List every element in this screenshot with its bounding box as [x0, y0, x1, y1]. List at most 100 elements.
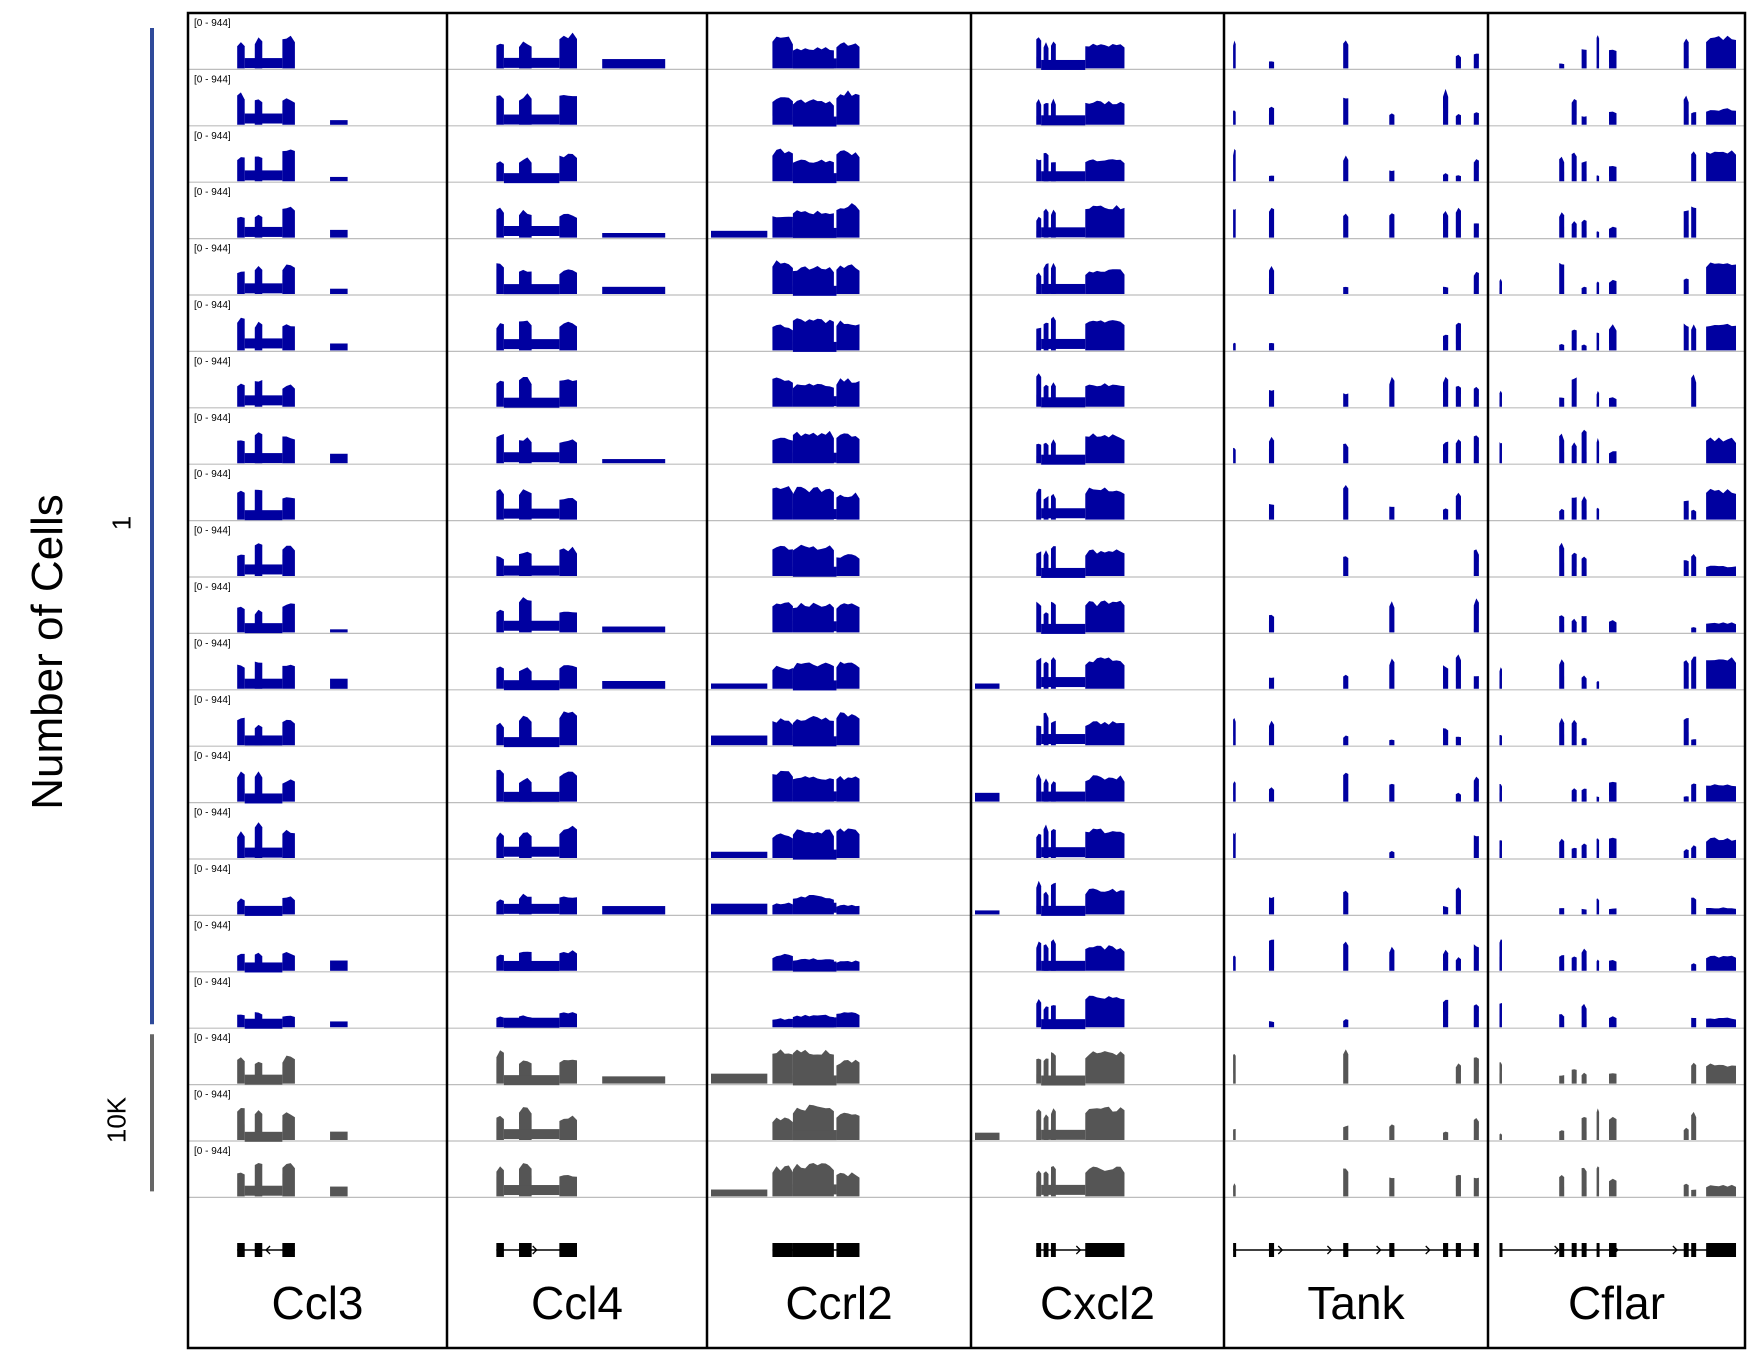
- coverage-peak: [282, 497, 295, 520]
- coverage-peak: [1443, 334, 1449, 351]
- coverage-peak: [282, 545, 295, 576]
- coverage-bridge: [792, 116, 837, 127]
- coverage-peak: [772, 770, 793, 802]
- coverage-peak: [1499, 667, 1502, 689]
- coverage-bridge: [503, 226, 560, 237]
- coverage-peak: [1036, 880, 1042, 915]
- coverage-peak: [282, 1015, 295, 1028]
- gene-label-ccl4: Ccl4: [530, 1277, 624, 1329]
- coverage-peak: [559, 498, 577, 520]
- coverage-peak: [559, 711, 577, 746]
- gene-model-exon: [496, 1243, 504, 1257]
- coverage-peak: [836, 603, 860, 633]
- coverage-peak: [1455, 439, 1461, 464]
- coverage-peak: [1036, 159, 1042, 182]
- coverage-peak: [282, 1112, 295, 1140]
- coverage-peak: [1571, 99, 1577, 125]
- coverage-peak: [1706, 262, 1737, 294]
- coverage-peak: [237, 490, 245, 520]
- coverage-peak: [282, 952, 295, 971]
- coverage-peak: [1443, 906, 1449, 915]
- coverage-peak: [1571, 1069, 1577, 1084]
- coverage-peak: [559, 1175, 577, 1197]
- coverage-bridge: [244, 1074, 283, 1085]
- coverage-peak: [1455, 175, 1461, 182]
- coverage-extension: [330, 678, 348, 689]
- coverage-peak: [1683, 500, 1689, 520]
- track-range-label: [0 - 944]: [194, 413, 231, 424]
- coverage-extension: [975, 910, 1000, 915]
- coverage-peak: [772, 1049, 793, 1084]
- coverage-peak: [1389, 170, 1395, 182]
- coverage-peak: [1706, 955, 1737, 971]
- coverage-peak: [1691, 206, 1697, 238]
- coverage-bridge: [244, 564, 283, 575]
- coverage-peak: [1343, 772, 1349, 802]
- coverage-peak: [1443, 999, 1449, 1028]
- coverage-bridge: [1041, 171, 1086, 182]
- coverage-bridge: [244, 793, 283, 804]
- coverage-peak: [1609, 226, 1617, 238]
- coverage-peak: [1706, 437, 1737, 464]
- track-range-label: [0 - 944]: [194, 864, 231, 875]
- coverage-peak: [1691, 963, 1697, 971]
- coverage-peak: [1036, 657, 1042, 689]
- coverage-peak: [1683, 1127, 1689, 1140]
- coverage-peak: [1683, 278, 1689, 294]
- coverage-peak: [1581, 1167, 1587, 1197]
- coverage-peak: [282, 719, 295, 746]
- coverage-bridge: [244, 1018, 283, 1029]
- coverage-bridge: [1041, 1019, 1086, 1030]
- coverage-extension: [711, 735, 768, 746]
- coverage-peak: [559, 611, 577, 633]
- coverage-peak: [1559, 212, 1565, 238]
- coverage-bridge: [503, 565, 560, 576]
- coverage-bridge: [503, 173, 560, 184]
- coverage-peak: [1036, 443, 1042, 464]
- coverage-peak: [1233, 148, 1236, 182]
- coverage-peak: [1499, 939, 1502, 971]
- coverage-peak: [1085, 320, 1125, 351]
- coverage-bridge: [1041, 59, 1086, 70]
- coverage-peak: [1559, 908, 1565, 915]
- coverage-peak: [1085, 100, 1125, 125]
- coverage-peak: [1596, 281, 1600, 294]
- gene-model-exon: [254, 1243, 263, 1257]
- coverage-bridge: [503, 452, 560, 463]
- coverage-peak: [1343, 97, 1349, 125]
- coverage-peak: [1085, 600, 1125, 633]
- coverage-peak: [1343, 213, 1349, 238]
- coverage-peak: [1581, 1003, 1587, 1028]
- coverage-peak: [1343, 1049, 1349, 1084]
- coverage-peak: [1706, 35, 1737, 69]
- coverage-peak: [1268, 343, 1275, 351]
- coverage-peak: [237, 1108, 245, 1140]
- coverage-peak: [1499, 735, 1502, 746]
- gene-label-cflar: Cflar: [1567, 1277, 1666, 1329]
- coverage-peak: [282, 1055, 295, 1084]
- coverage-peak: [1571, 618, 1577, 633]
- coverage-peak: [1389, 213, 1395, 238]
- coverage-peak: [559, 546, 577, 576]
- gene-model-exon: [1343, 1243, 1349, 1257]
- coverage-bridge: [244, 962, 283, 973]
- coverage-peak: [836, 378, 860, 407]
- coverage-peak: [1455, 736, 1461, 746]
- coverage-peak: [282, 264, 295, 294]
- coverage-peak: [1691, 656, 1697, 689]
- coverage-peak: [1268, 390, 1275, 407]
- coverage-peak: [559, 439, 577, 464]
- coverage-peak: [1559, 156, 1565, 182]
- coverage-bridge: [792, 509, 837, 520]
- coverage-peak: [1581, 737, 1587, 746]
- coverage-peak: [559, 950, 577, 971]
- coverage-peak: [1559, 397, 1565, 407]
- coverage-peak: [836, 1112, 860, 1140]
- coverage-extension: [602, 286, 666, 294]
- track-range-label: [0 - 944]: [194, 244, 231, 255]
- coverage-peak: [1609, 166, 1617, 182]
- coverage-bridge: [503, 1075, 560, 1086]
- coverage-peak: [282, 779, 295, 802]
- coverage-peak: [1389, 113, 1395, 125]
- track-range-label: [0 - 944]: [194, 1090, 231, 1101]
